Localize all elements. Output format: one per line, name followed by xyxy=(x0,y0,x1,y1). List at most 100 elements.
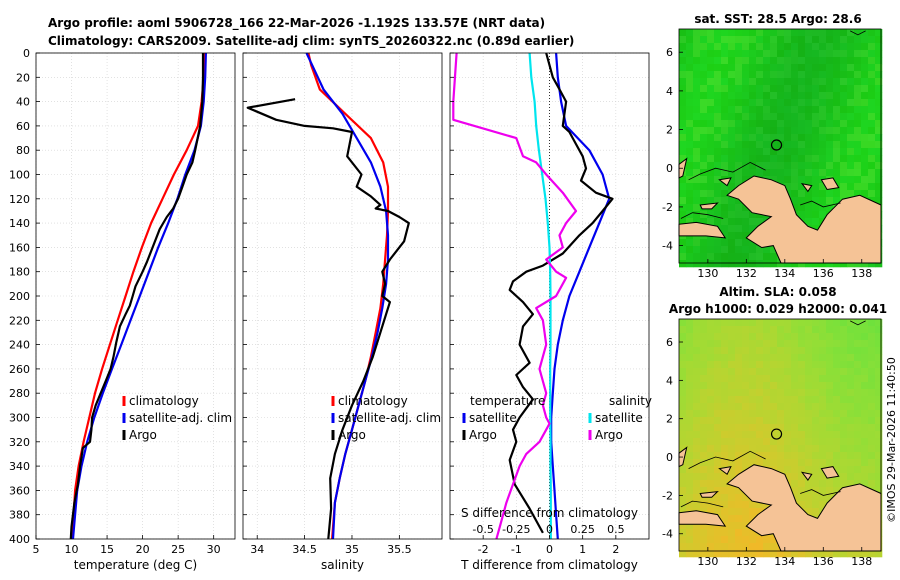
map-cell xyxy=(854,396,862,404)
map-cell xyxy=(840,176,848,184)
map-cell xyxy=(749,64,757,72)
map-cell xyxy=(770,148,778,156)
map-cell xyxy=(700,155,708,163)
map-cell xyxy=(700,113,708,121)
map-cell xyxy=(840,333,848,341)
map-cell xyxy=(679,148,687,156)
map-cell xyxy=(700,529,708,537)
map-cell xyxy=(826,204,834,212)
map-cell xyxy=(798,106,806,114)
map-cell xyxy=(742,333,750,341)
map-cell xyxy=(707,253,715,261)
map-cell xyxy=(707,550,715,558)
map-cell xyxy=(833,197,841,205)
map-cell xyxy=(700,480,708,488)
map-cell xyxy=(847,480,855,488)
map-cell xyxy=(728,99,736,107)
map-cell xyxy=(847,120,855,128)
map-cell xyxy=(861,466,869,474)
map-cell xyxy=(770,326,778,334)
map-cell xyxy=(854,550,862,558)
map-cell xyxy=(868,134,876,142)
map-cell xyxy=(707,218,715,226)
map-cell xyxy=(798,211,806,219)
map-cell xyxy=(854,50,862,58)
map-cell xyxy=(819,162,827,170)
map-cell xyxy=(763,36,771,44)
map-cell xyxy=(721,550,729,558)
map-cell xyxy=(763,253,771,261)
map-cell xyxy=(868,466,876,474)
map-cell xyxy=(777,452,785,460)
map-cell xyxy=(679,260,687,268)
map-cell xyxy=(826,347,834,355)
map-cell xyxy=(700,183,708,191)
map-cell xyxy=(763,368,771,376)
map-cell xyxy=(791,452,799,460)
map-cell xyxy=(875,127,883,135)
map-cell xyxy=(721,204,729,212)
map-cell xyxy=(798,43,806,51)
map-cell xyxy=(707,473,715,481)
map-cell xyxy=(707,347,715,355)
map-cell xyxy=(812,190,820,198)
map-cell xyxy=(847,134,855,142)
map-cell xyxy=(868,480,876,488)
map-cell xyxy=(791,424,799,432)
map-cell xyxy=(847,99,855,107)
map-cell xyxy=(868,375,876,383)
map-cell xyxy=(805,347,813,355)
map-cell xyxy=(749,452,757,460)
map-cell xyxy=(749,85,757,93)
map-cell xyxy=(812,487,820,495)
map-cell xyxy=(728,232,736,240)
map-cell xyxy=(714,246,722,254)
x-tick-label: -1 xyxy=(511,543,522,556)
map-cell xyxy=(791,190,799,198)
y-tick-label: 120 xyxy=(9,193,30,206)
map-cell xyxy=(812,445,820,453)
map-cell xyxy=(840,466,848,474)
map-cell xyxy=(819,134,827,142)
map-cell xyxy=(791,459,799,467)
legend-diff-t-sat-label: satellite xyxy=(469,411,517,425)
map-cell xyxy=(847,347,855,355)
map-cell xyxy=(728,169,736,177)
map-cell xyxy=(700,459,708,467)
map-cell xyxy=(679,361,687,369)
map-cell xyxy=(756,85,764,93)
map-cell xyxy=(686,354,694,362)
legend-temp-2-label: Argo xyxy=(129,428,157,442)
map-cell xyxy=(763,438,771,446)
y-tick-label: 400 xyxy=(9,533,30,546)
map-cell xyxy=(728,452,736,460)
map-cell xyxy=(770,347,778,355)
map-cell xyxy=(819,319,827,327)
map-cell xyxy=(777,141,785,149)
map-cell xyxy=(805,368,813,376)
map-field xyxy=(679,319,883,558)
map-cell xyxy=(714,452,722,460)
map-cell xyxy=(861,403,869,411)
map-cell xyxy=(784,162,792,170)
map-cell xyxy=(875,319,883,327)
x-tick-label: 34.5 xyxy=(292,543,317,556)
map-cell xyxy=(791,64,799,72)
map-cell xyxy=(728,326,736,334)
map-cell xyxy=(791,361,799,369)
map-cell xyxy=(707,197,715,205)
map-cell xyxy=(805,36,813,44)
map-cell xyxy=(847,190,855,198)
map-cell xyxy=(763,246,771,254)
map-cell xyxy=(686,396,694,404)
map-cell xyxy=(749,141,757,149)
map-cell xyxy=(749,43,757,51)
map-cell xyxy=(707,508,715,516)
y-tick-label: 280 xyxy=(9,387,30,400)
map-cell xyxy=(840,347,848,355)
map-cell xyxy=(819,190,827,198)
map-cell xyxy=(777,431,785,439)
map-cell xyxy=(854,36,862,44)
